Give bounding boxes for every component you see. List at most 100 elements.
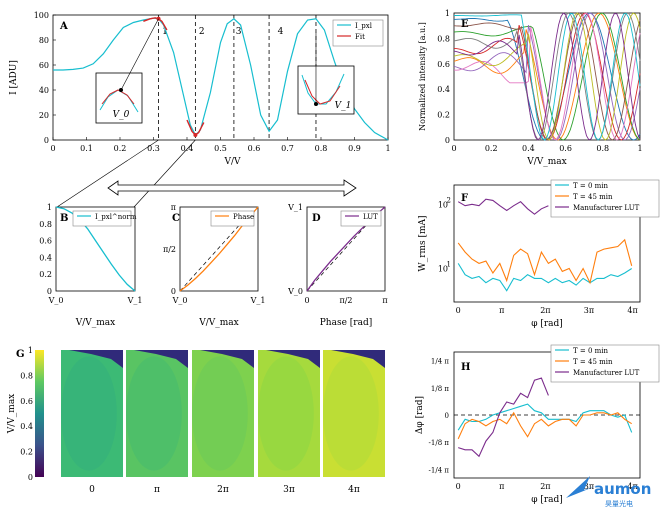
- x-tick-label: 0: [451, 144, 456, 153]
- heatmap-pattern: [192, 356, 248, 471]
- y-tick-exponent: 1: [447, 260, 451, 268]
- series-line-e-8: [453, 12, 641, 141]
- x-tick-label: π: [499, 482, 504, 491]
- x-tick-label: 1: [637, 144, 642, 153]
- y-tick-label: 0: [171, 287, 176, 296]
- zoom-line-right: [133, 139, 196, 208]
- bird-logo-icon: [566, 476, 596, 498]
- x-tick-label: 3π: [283, 485, 295, 495]
- x-tick-label: π: [154, 485, 160, 495]
- legend-entry-label: LUT: [363, 213, 378, 221]
- series-line-f: [457, 238, 633, 285]
- y-tick-label: 0: [47, 287, 52, 296]
- y-tick-label: 10: [438, 200, 448, 209]
- series-line-b: [55, 206, 136, 292]
- legend-box: [550, 179, 660, 218]
- x-tick-label: 0: [89, 485, 95, 495]
- x-tick-label: 0.8: [315, 144, 328, 153]
- panel-d-frame: [306, 206, 386, 292]
- x-tick-label: 4π: [627, 482, 637, 491]
- series-line-h: [457, 411, 632, 440]
- colorbar-tick-label: 0.4: [20, 422, 33, 431]
- watermark-subtitle: 昊量光电: [605, 499, 633, 508]
- y-tick-label: 0: [44, 136, 49, 145]
- watermark-logo: aumon 昊量光电: [566, 476, 651, 508]
- x-tick-label: 0.3: [147, 144, 160, 153]
- x-axis-label: φ [rad]: [531, 495, 563, 505]
- legend-entry-label: Manufacturer LUT: [573, 204, 640, 212]
- y-tick-label: 0.2: [437, 111, 450, 120]
- series-line-e-2: [453, 12, 641, 141]
- x-tick-label: V_0: [48, 296, 64, 305]
- heatmap-dark-region: [331, 350, 385, 368]
- series-line-e-9: [454, 12, 641, 141]
- series-line-e-5: [453, 12, 641, 141]
- legend-box: [210, 210, 255, 227]
- x-tick-label: π/2: [339, 296, 352, 305]
- x-tick-label: 0.5: [214, 144, 227, 153]
- x-tick-label: 0.6: [559, 144, 572, 153]
- panel-label-a: A: [59, 21, 68, 32]
- y-axis-label: Δφ [rad]: [415, 396, 425, 434]
- y-tick-label: π: [171, 203, 176, 212]
- y-tick-label: 0.8: [39, 220, 52, 229]
- x-tick-label: 0.9: [348, 144, 361, 153]
- panel-label-b: B: [60, 213, 68, 224]
- heatmap-pattern: [258, 356, 314, 471]
- legend-entry-label: T = 0 min: [573, 347, 609, 355]
- panel-label-f: F: [461, 193, 468, 204]
- region-label: 1: [162, 27, 168, 37]
- x-tick-label: 0.4: [181, 144, 194, 153]
- region-label: 2: [199, 27, 205, 37]
- x-tick-label: V_1: [127, 296, 143, 305]
- zoom-line-left: [56, 139, 159, 208]
- colorbar-tick-label: 0.2: [20, 448, 33, 457]
- y-tick-label: π/2: [163, 245, 176, 254]
- heatmap-dark-region: [200, 350, 254, 368]
- workflow-arrow-icon: [107, 179, 357, 197]
- y-tick-label: 0: [445, 412, 449, 420]
- colorbar-tick-label: 0.8: [20, 371, 33, 380]
- y-tick-label: 1: [47, 203, 52, 212]
- x-tick-label: 2π: [540, 306, 550, 315]
- x-tick-label: 0.2: [485, 144, 498, 153]
- inset-v0-fit: [101, 89, 135, 105]
- y-tick-label: 20: [39, 111, 49, 120]
- series-line-h: [457, 403, 633, 433]
- y-tick-label: 0.6: [437, 60, 450, 69]
- panel-label-h: H: [461, 362, 470, 373]
- y-axis-label: Normalized intensity [a.u.]: [418, 22, 427, 131]
- colorbar-tick-label: 0: [28, 473, 33, 482]
- legend-entry-label: Fit: [355, 33, 365, 41]
- panel-label-c: C: [172, 213, 180, 224]
- y-tick-label: 0.4: [39, 253, 52, 262]
- heatmap-pattern: [61, 356, 117, 471]
- y-tick-label: 10: [438, 264, 448, 273]
- legend-entry-label: T = 45 min: [573, 193, 613, 201]
- panel-label-e: E: [461, 19, 469, 30]
- x-tick-label: π: [499, 306, 504, 315]
- x-tick-label: 1: [385, 144, 390, 153]
- series-line-e-10: [453, 12, 641, 141]
- fit-point-min: [193, 133, 198, 137]
- heatmap-pattern: [125, 356, 182, 471]
- x-tick-label: 0.6: [248, 144, 261, 153]
- colorbar-tick-label: 1: [28, 346, 33, 355]
- legend-box: [72, 210, 132, 227]
- x-tick-label: π: [382, 296, 387, 305]
- y-tick-label: 0: [445, 136, 450, 145]
- legend-box: [332, 19, 384, 47]
- x-axis-label: V/V: [223, 157, 241, 167]
- x-tick-label: 0.8: [596, 144, 609, 153]
- x-axis-label: V/V_max: [75, 318, 116, 328]
- x-tick-label: 0: [304, 296, 309, 305]
- panel-label-g: G: [16, 349, 25, 360]
- y-tick-label: 0.8: [437, 34, 450, 43]
- panel-c-frame: [179, 206, 259, 292]
- legend-entry-label: I_pxl: [355, 22, 373, 30]
- y-tick-label: 40: [39, 86, 49, 95]
- colorbar: [35, 350, 44, 477]
- x-axis-label: φ [rad]: [531, 319, 563, 329]
- inset-v0-pointer: [120, 18, 159, 91]
